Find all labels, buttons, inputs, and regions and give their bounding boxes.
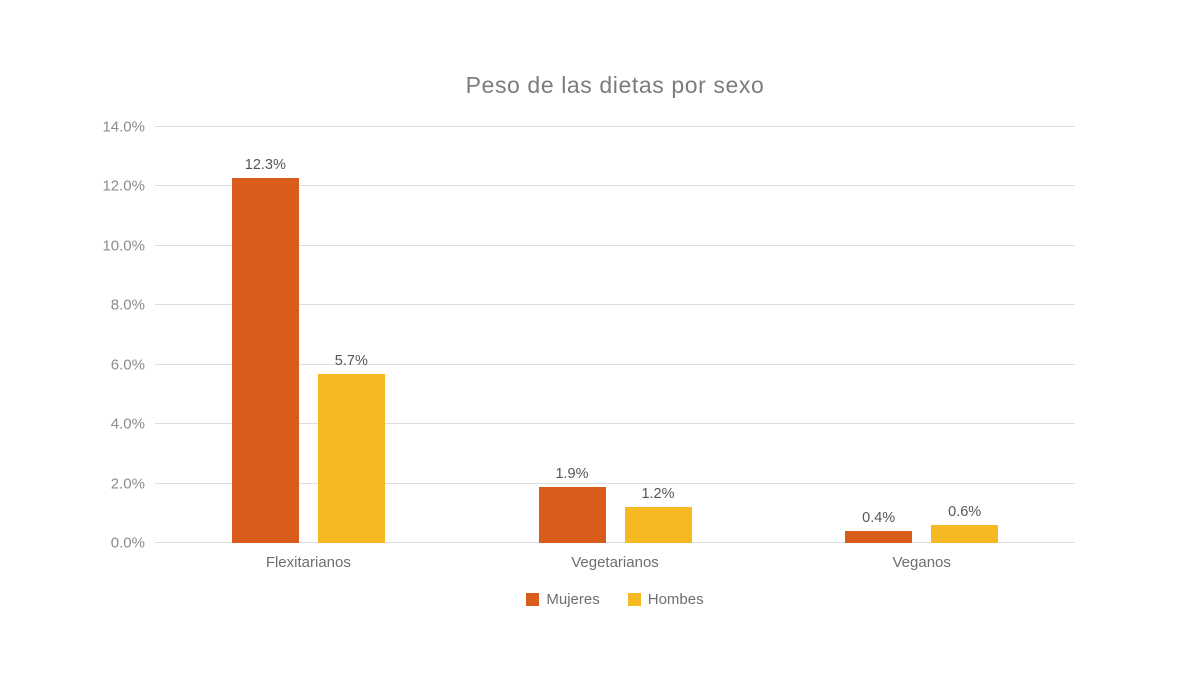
y-tick-label: 6.0% <box>110 356 145 374</box>
y-tick-label: 14.0% <box>102 118 145 136</box>
y-tick-label: 4.0% <box>110 415 145 433</box>
bar-mujeres-veganos: 0.4% <box>845 510 913 543</box>
legend-item-hombes: Hombes <box>627 591 704 608</box>
bar-hombes-veganos: 0.6% <box>931 504 999 543</box>
bar-value-label: 12.3% <box>244 156 286 173</box>
plot-area: 0.0% 2.0% 4.0% 6.0% 8.0% 10.0% 12.0% 14.0% 12.3%… <box>102 119 1075 571</box>
y-tick-label: 8.0% <box>110 296 145 314</box>
legend-swatch-icon <box>526 593 540 606</box>
bar-mujeres-vegetarianos: 1.9% <box>538 466 606 543</box>
bar-mujeres-flexitarianos: 12.3% <box>231 157 299 543</box>
x-category-label: Flexitarianos <box>265 554 351 571</box>
x-category-label: Veganos <box>892 554 951 571</box>
bar-group-vegetarianos: 1.9% 1.2% Vegetarianos <box>462 127 769 571</box>
gridline <box>155 363 1075 365</box>
chart-title: Peso de las dietas por sexo <box>465 72 765 98</box>
bar-group-veganos: 0.4% 0.6% Veganos <box>768 127 1075 571</box>
gridline <box>155 482 1075 484</box>
gridline <box>155 244 1075 246</box>
legend-item-mujeres: Mujeres <box>526 591 600 608</box>
legend-label: Hombes <box>647 591 704 608</box>
y-tick-label: 0.0% <box>110 534 145 552</box>
gridline <box>155 126 1075 127</box>
y-tick-label: 10.0% <box>102 237 145 255</box>
gridline <box>155 542 1075 543</box>
bar-groups: 12.3% 5.7% Flexitarianos 1.9% 1.2% Vegetarian… <box>155 127 1075 571</box>
x-category-label: Vegetarianos <box>571 554 659 571</box>
bar-hombes-flexitarianos: 5.7% <box>317 353 385 543</box>
bar-group-flexitarianos: 12.3% 5.7% Flexitarianos <box>155 127 462 571</box>
legend-label: Mujeres <box>546 591 600 608</box>
y-tick-label: 2.0% <box>110 475 145 493</box>
legend: Mujeres Hombes <box>155 591 1075 608</box>
bar-value-label: 0.6% <box>948 504 982 521</box>
gridline <box>155 423 1075 425</box>
bar-value-label: 0.4% <box>862 510 896 527</box>
y-tick-label: 12.0% <box>102 177 145 195</box>
gridline <box>155 304 1075 306</box>
bar-hombes-vegetarianos: 1.2% <box>624 486 692 543</box>
bar-value-label: 5.7% <box>334 352 368 369</box>
bar-value-label: 1.2% <box>641 486 675 503</box>
legend-swatch-icon <box>627 593 641 606</box>
bar-value-label: 1.9% <box>555 465 589 482</box>
gridline <box>155 185 1075 187</box>
